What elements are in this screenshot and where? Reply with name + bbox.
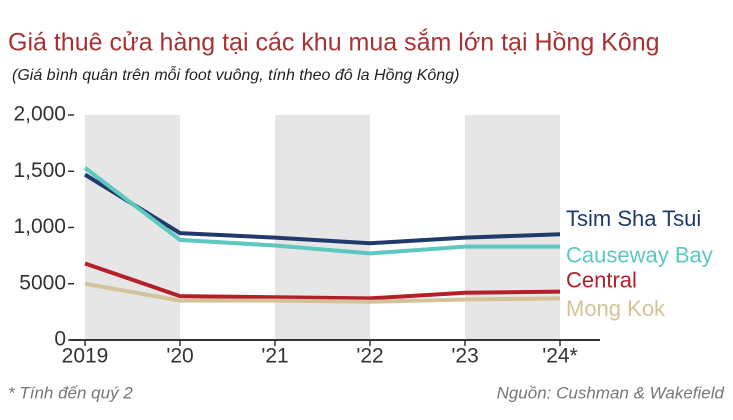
x-tick-label: '23 — [451, 345, 478, 368]
note: * Tính đến quý 2 — [8, 383, 133, 402]
series-label: Mong Kok — [566, 296, 666, 321]
series-line — [83, 172, 561, 246]
y-tick-label: 1,000 — [13, 215, 66, 238]
x-tick-label: '20 — [166, 345, 193, 368]
series-label: Tsim Sha Tsui — [566, 206, 701, 231]
series-label: Central — [566, 267, 637, 292]
y-tick-label: 5000 — [19, 271, 66, 294]
x-tick-label: '22 — [356, 345, 383, 368]
x-tick-label: 2019 — [62, 345, 109, 368]
y-tick-label: 1,500 — [13, 159, 66, 182]
x-tick-label: '24* — [542, 345, 578, 368]
series-line — [84, 281, 561, 304]
x-tick-label: '21 — [261, 345, 288, 368]
series-line — [84, 261, 561, 301]
y-tick-label: 2,000 — [13, 103, 66, 126]
series-line — [83, 166, 560, 256]
series-label: Causeway Bay — [566, 242, 713, 267]
y-tick-label: 0 — [54, 328, 66, 351]
chart-subtitle: (Giá bình quân trên mỗi foot vuông, tính… — [12, 65, 459, 84]
band — [275, 115, 370, 340]
chart-title: Giá thuê cửa hàng tại các khu mua sắm lớ… — [8, 28, 660, 57]
band — [465, 115, 560, 340]
source: Nguồn: Cushman & Wakefield — [497, 383, 725, 402]
